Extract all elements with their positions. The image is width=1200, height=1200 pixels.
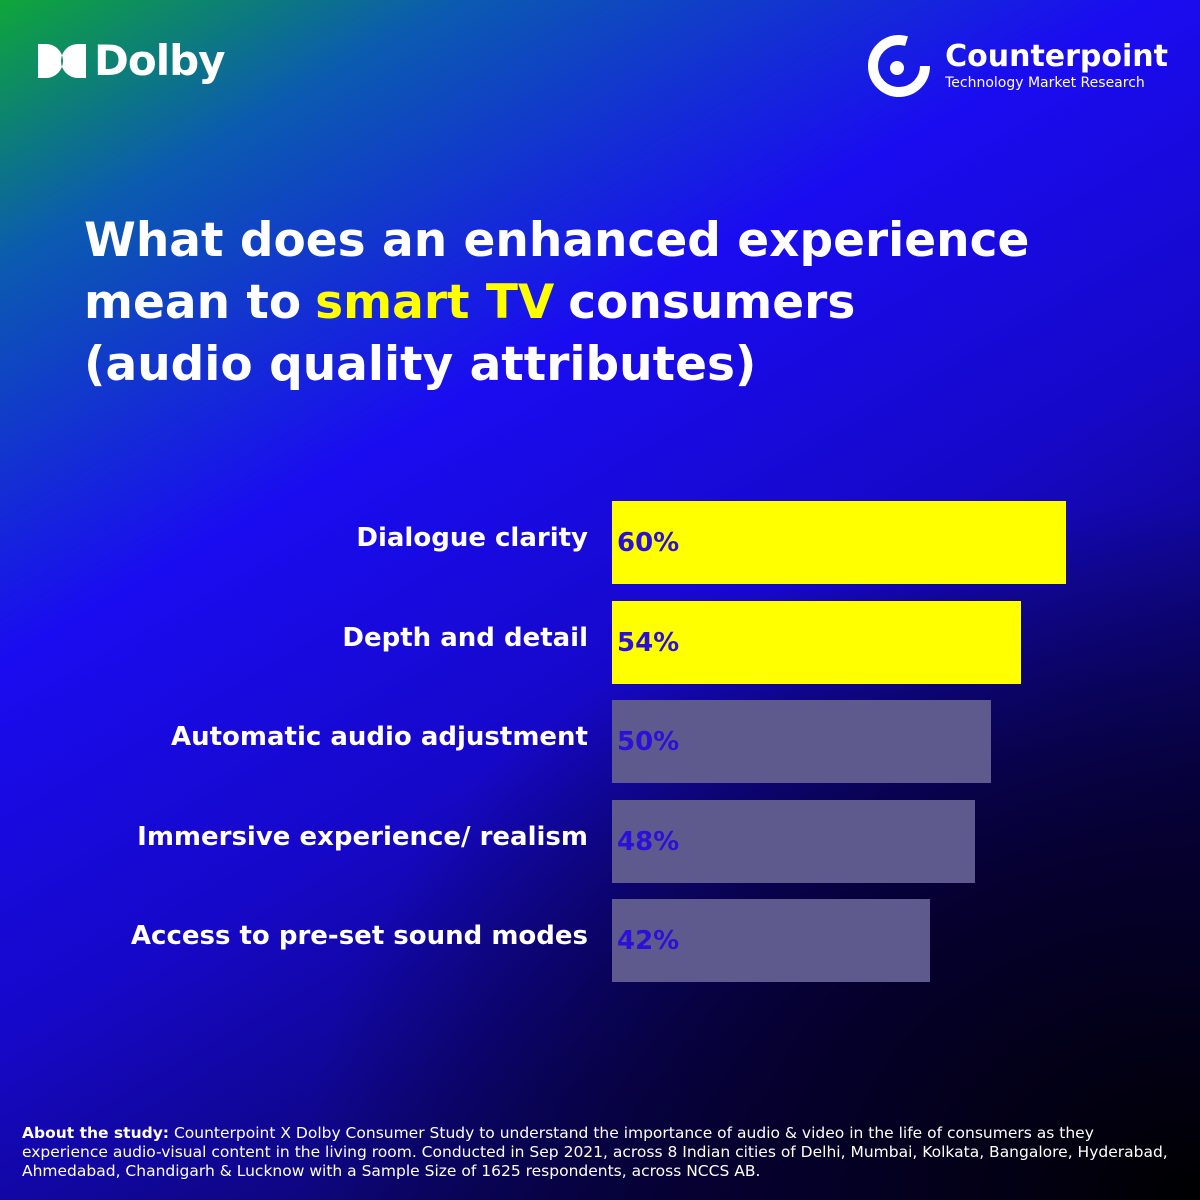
bar [612,799,976,883]
bar [612,700,991,784]
dolby-text: Dolby [94,36,226,85]
value-label: 54% [617,627,680,658]
counterpoint-tagline: Technology Market Research [945,75,1145,91]
value-label: 60% [617,528,680,558]
value-label: 50% [617,727,680,758]
counterpoint-logo: Counterpoint Technology Market Research [867,34,1168,98]
category-label: Automatic audio adjustment [170,722,588,753]
bar [612,899,930,983]
value-label: 48% [617,826,680,857]
counterpoint-text: Counterpoint Technology Market Research [945,40,1168,92]
title-part: (audio quality attributes) [84,337,757,392]
category-label: Dialogue clarity [356,523,588,553]
value-label: 42% [617,926,680,957]
category-label: Immersive experience/ realism [137,821,588,852]
counterpoint-mark [868,35,931,97]
title-highlight: smart TV [315,275,555,330]
footer-text: Counterpoint X Dolby Consumer Study to u… [22,1124,1168,1180]
bar [612,501,1067,584]
footer: About the study: Counterpoint X Dolby Co… [22,1124,1182,1181]
counterpoint-name: Counterpoint [945,39,1168,74]
category-label: Access to pre-set sound modes [130,921,588,952]
footer-lead: About the study: [22,1124,170,1142]
bar [612,600,1021,684]
title-part: What does an enhanced experience mean to [84,213,1030,330]
category-label: Depth and detail [342,622,588,653]
dolby-mark [38,43,86,78]
title-part: consumers [568,275,856,330]
chart-title: What does an enhanced experience mean to… [84,210,1174,396]
dolby-logo: Dolby [38,36,226,85]
